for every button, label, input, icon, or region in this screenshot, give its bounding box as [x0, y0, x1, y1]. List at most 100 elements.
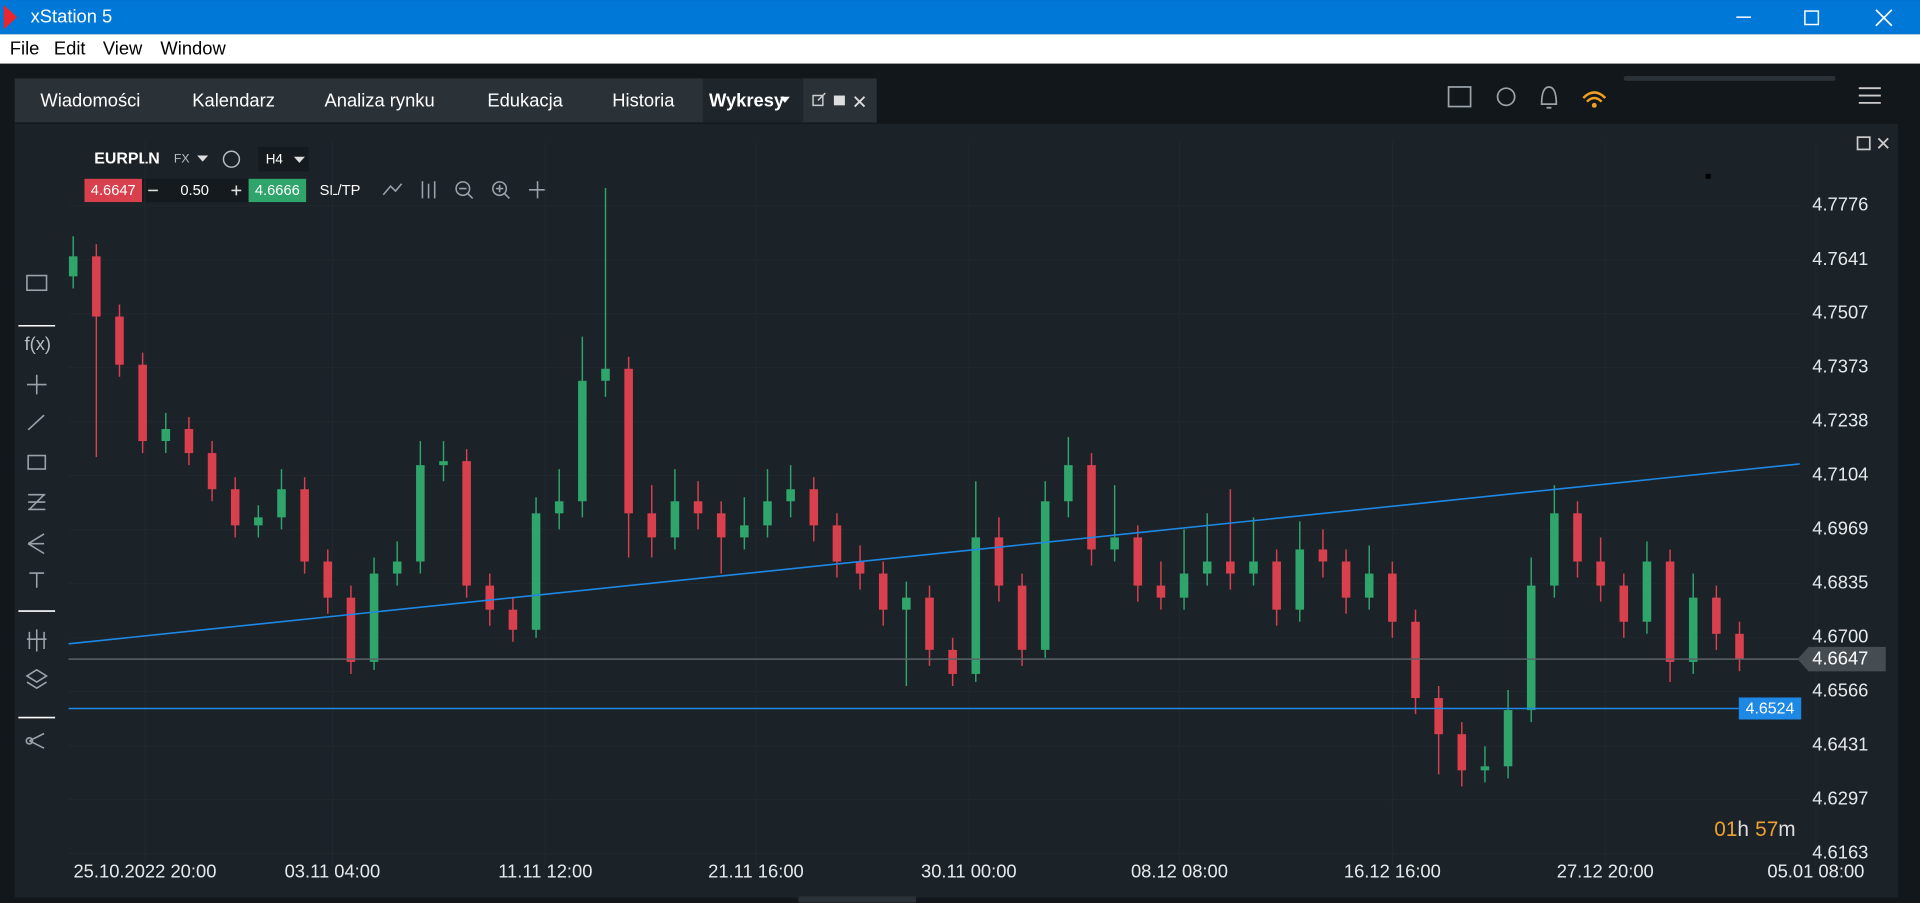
- candle-body: [624, 368, 633, 514]
- grid: [68, 141, 1817, 866]
- menu-item[interactable]: Edit: [54, 37, 86, 58]
- candle-body: [902, 597, 911, 610]
- tab[interactable]: Historia: [612, 90, 675, 111]
- tab-close[interactable]: [854, 96, 866, 108]
- function-tool[interactable]: f(x): [24, 333, 51, 354]
- x-tick-label: 11.11 12:00: [498, 860, 592, 881]
- candle-body: [1040, 501, 1050, 650]
- connection-dot: [1591, 102, 1597, 108]
- menu-item[interactable]: File: [10, 37, 40, 58]
- share-node: [25, 736, 34, 745]
- chart-panel: [14, 123, 1898, 898]
- x-tick-label: 30.11 00:00: [921, 860, 1017, 881]
- y-tick-label: 4.7776: [1812, 194, 1868, 215]
- layout-icon[interactable]: [1447, 86, 1472, 108]
- candle-body: [578, 380, 587, 502]
- fibonacci-icon[interactable]: [28, 493, 46, 511]
- crosshair-icon[interactable]: [26, 374, 47, 395]
- candle-body: [485, 585, 495, 610]
- volume[interactable]: 0.50: [180, 183, 209, 199]
- candle-body: [1226, 561, 1235, 574]
- buy-price[interactable]: 4.6666: [255, 183, 300, 199]
- candle-body: [1480, 766, 1490, 771]
- candle-body: [230, 489, 240, 526]
- tab[interactable]: Edukacja: [487, 90, 563, 111]
- candle-body: [1341, 561, 1351, 598]
- sidebar: [18, 274, 56, 749]
- candle-body: [92, 256, 101, 317]
- menu-item[interactable]: View: [103, 37, 143, 58]
- zoom-out-detail: [459, 187, 474, 199]
- interval-dropdown[interactable]: [293, 156, 305, 163]
- candle-body: [1133, 537, 1143, 586]
- chart-type-icon[interactable]: [26, 274, 48, 292]
- scrollbar[interactable]: [798, 896, 916, 903]
- candle-body: [554, 501, 564, 514]
- indicators-icon[interactable]: [26, 629, 47, 652]
- volume-increase[interactable]: [231, 185, 242, 196]
- pitchfork-icon[interactable]: [27, 533, 45, 555]
- timer-hours: 01: [1714, 818, 1737, 841]
- price-label: 4.6524: [1746, 700, 1795, 717]
- tab[interactable]: Analiza rynku: [324, 90, 434, 111]
- account-bar: [1623, 75, 1836, 81]
- app-logo: [3, 4, 18, 30]
- candle-body: [277, 489, 286, 518]
- menu-bar: [0, 34, 1920, 64]
- candle-body: [693, 501, 703, 514]
- candle-body: [138, 364, 147, 442]
- candle-body: [1364, 573, 1374, 598]
- text-tool-icon[interactable]: [29, 572, 45, 588]
- candle-body: [948, 649, 957, 674]
- buy-button[interactable]: [248, 178, 307, 203]
- interval[interactable]: H4: [266, 151, 284, 166]
- sell-button[interactable]: [84, 178, 143, 203]
- info-icon[interactable]: [222, 150, 241, 168]
- tile-icon[interactable]: [833, 95, 845, 106]
- tab[interactable]: Wiadomości: [40, 90, 140, 111]
- tab[interactable]: Wykresy: [709, 90, 785, 111]
- close-button[interactable]: [1875, 9, 1893, 27]
- zoom-out-icon[interactable]: [455, 181, 471, 197]
- menu-item[interactable]: Window: [160, 37, 226, 58]
- line-tool-icon[interactable]: [27, 414, 45, 431]
- y-tick-label: 4.6566: [1812, 679, 1868, 700]
- volume-box[interactable]: [142, 178, 249, 203]
- price-label: 4.6647: [1812, 648, 1868, 669]
- sltp-button[interactable]: SL/TP: [320, 183, 361, 199]
- candle-body: [925, 597, 934, 650]
- candle-body: [601, 368, 610, 381]
- pan-icon[interactable]: [528, 181, 547, 199]
- rectangle-tool-icon[interactable]: [27, 454, 47, 470]
- timer-m: m: [1778, 818, 1795, 841]
- candle-body: [1388, 573, 1397, 622]
- y-tick-label: 4.7373: [1812, 355, 1868, 376]
- panel-close[interactable]: [1877, 137, 1889, 149]
- x-tick-label: 03.11 04:00: [285, 860, 381, 881]
- candle-body: [1110, 537, 1119, 550]
- line-chart-icon[interactable]: [382, 183, 403, 196]
- panel-minimize[interactable]: [1856, 136, 1871, 151]
- candle-body: [994, 537, 1004, 586]
- restore-button[interactable]: [1804, 10, 1820, 26]
- x-tick-label: 08.12 08:00: [1131, 860, 1228, 881]
- candle-body: [670, 501, 680, 538]
- symbol[interactable]: EURPLN: [94, 150, 159, 167]
- candle-body: [1295, 549, 1305, 610]
- hamburger-menu[interactable]: [1858, 87, 1881, 104]
- detach-icon[interactable]: [812, 92, 826, 107]
- candle-body: [161, 428, 171, 442]
- sell-price[interactable]: 4.6647: [91, 183, 136, 199]
- notifications-icon[interactable]: [1540, 86, 1558, 109]
- y-tick-label: 4.6431: [1812, 734, 1868, 755]
- symbol-dropdown[interactable]: [197, 155, 209, 162]
- candle-body: [68, 256, 78, 277]
- tab-dropdown[interactable]: [780, 96, 790, 103]
- zoom-in-icon[interactable]: [492, 181, 508, 197]
- exchange-icon[interactable]: [1496, 87, 1516, 107]
- title-bar: [0, 0, 1920, 35]
- layers-icon[interactable]: [25, 668, 49, 690]
- tab[interactable]: Kalendarz: [192, 90, 275, 111]
- candles-icon[interactable]: [421, 181, 436, 199]
